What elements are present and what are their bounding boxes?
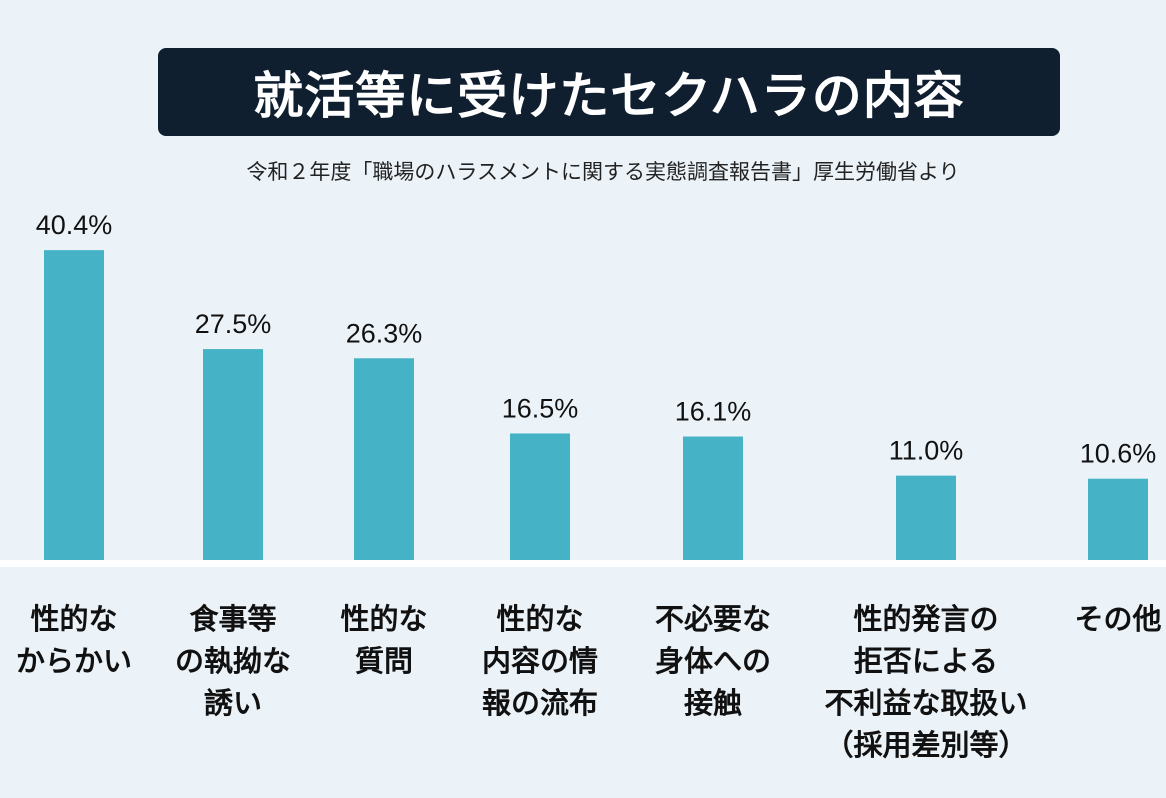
bar bbox=[354, 358, 414, 560]
category-label: 性的な からかい bbox=[15, 602, 133, 678]
bar bbox=[1088, 478, 1148, 560]
data-label: 40.4% bbox=[36, 210, 113, 240]
bar bbox=[203, 349, 263, 560]
category-label: 性的な 内容の情 報の流布 bbox=[481, 602, 599, 720]
data-label: 27.5% bbox=[195, 309, 272, 339]
bar bbox=[44, 250, 104, 560]
title-box: 就活等に受けたセクハラの内容 bbox=[158, 48, 1060, 136]
bar-chart: 40.4% 27.5% 26.3% 16.5% 16.1% 11.0% 10.6% bbox=[36, 210, 1157, 560]
data-label: 10.6% bbox=[1080, 439, 1157, 469]
data-label: 26.3% bbox=[346, 318, 423, 348]
data-label: 11.0% bbox=[889, 436, 964, 466]
category-label: 不必要な 身体への 接触 bbox=[654, 602, 772, 720]
bar bbox=[510, 433, 570, 560]
category-label: 食事等 の執拗な 誘い bbox=[174, 602, 292, 720]
data-label: 16.5% bbox=[502, 393, 579, 423]
category-label: 性的な 質問 bbox=[340, 602, 428, 678]
bar bbox=[683, 436, 743, 560]
chart-subtitle: 令和２年度「職場のハラスメントに関する実態調査報告書」厚生労働省より bbox=[246, 160, 960, 184]
data-label: 16.1% bbox=[675, 397, 752, 427]
category-label: 性的発言の 拒否による 不利益な取扱い （採用差別等） bbox=[824, 602, 1028, 762]
category-label: その他 bbox=[1074, 602, 1162, 636]
bar bbox=[896, 475, 956, 560]
chart-title: 就活等に受けたセクハラの内容 bbox=[253, 67, 965, 125]
baseline bbox=[0, 560, 1166, 567]
